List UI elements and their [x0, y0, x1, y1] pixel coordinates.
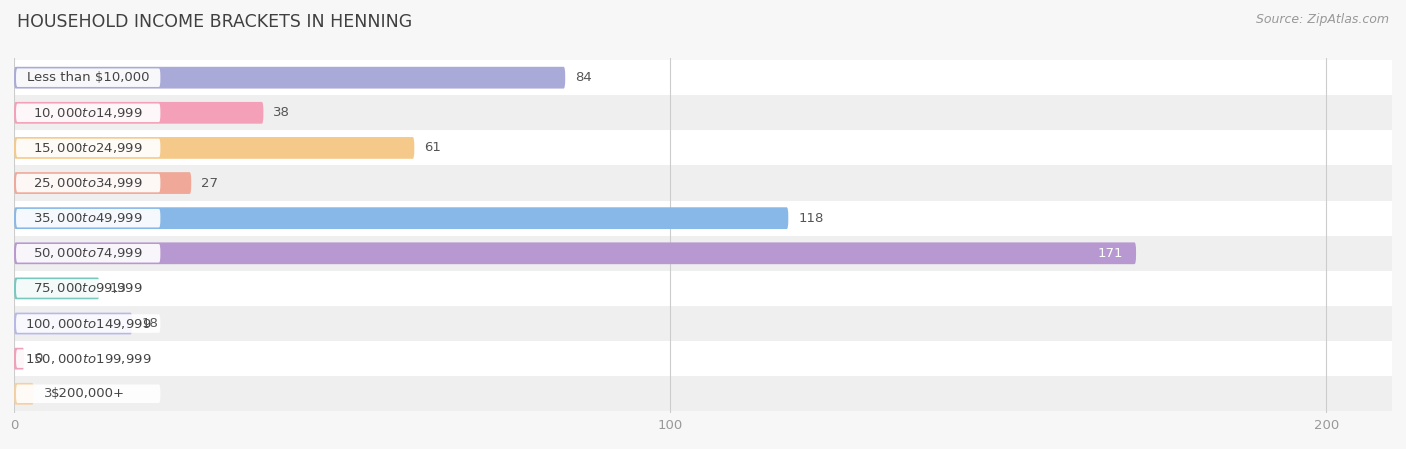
- FancyBboxPatch shape: [14, 383, 34, 405]
- Text: $50,000 to $74,999: $50,000 to $74,999: [34, 247, 143, 260]
- Text: 3: 3: [44, 387, 52, 400]
- Text: $35,000 to $49,999: $35,000 to $49,999: [34, 211, 143, 225]
- Text: $25,000 to $34,999: $25,000 to $34,999: [34, 176, 143, 190]
- Bar: [14, 376, 1392, 411]
- FancyBboxPatch shape: [14, 172, 191, 194]
- FancyBboxPatch shape: [15, 349, 160, 368]
- Text: $15,000 to $24,999: $15,000 to $24,999: [34, 141, 143, 155]
- FancyBboxPatch shape: [15, 244, 160, 263]
- FancyBboxPatch shape: [15, 139, 160, 157]
- FancyBboxPatch shape: [15, 384, 160, 403]
- FancyBboxPatch shape: [14, 67, 565, 88]
- FancyBboxPatch shape: [15, 279, 160, 298]
- Text: 27: 27: [201, 176, 218, 189]
- Text: $100,000 to $149,999: $100,000 to $149,999: [25, 317, 152, 330]
- Bar: [14, 166, 1392, 201]
- FancyBboxPatch shape: [14, 277, 100, 299]
- FancyBboxPatch shape: [14, 137, 415, 159]
- Text: 13: 13: [110, 282, 127, 295]
- FancyBboxPatch shape: [14, 313, 132, 335]
- Bar: [14, 236, 1392, 271]
- Bar: [14, 60, 1392, 95]
- Text: $75,000 to $99,999: $75,000 to $99,999: [34, 282, 143, 295]
- FancyBboxPatch shape: [15, 314, 160, 333]
- FancyBboxPatch shape: [15, 104, 160, 122]
- FancyBboxPatch shape: [15, 174, 160, 192]
- FancyBboxPatch shape: [14, 348, 24, 370]
- Text: 61: 61: [425, 141, 441, 154]
- Text: $150,000 to $199,999: $150,000 to $199,999: [25, 352, 152, 365]
- FancyBboxPatch shape: [14, 242, 1136, 264]
- Bar: [14, 341, 1392, 376]
- FancyBboxPatch shape: [15, 209, 160, 228]
- Text: 171: 171: [1098, 247, 1123, 260]
- Text: Less than $10,000: Less than $10,000: [27, 71, 149, 84]
- FancyBboxPatch shape: [14, 207, 789, 229]
- Bar: [14, 201, 1392, 236]
- Bar: [14, 130, 1392, 166]
- Bar: [14, 95, 1392, 130]
- Text: Source: ZipAtlas.com: Source: ZipAtlas.com: [1256, 13, 1389, 26]
- Bar: [14, 271, 1392, 306]
- Text: $10,000 to $14,999: $10,000 to $14,999: [34, 106, 143, 120]
- Text: $200,000+: $200,000+: [51, 387, 125, 400]
- FancyBboxPatch shape: [14, 102, 263, 123]
- Text: 38: 38: [273, 106, 290, 119]
- Text: 18: 18: [142, 317, 159, 330]
- Bar: [14, 306, 1392, 341]
- Text: 118: 118: [799, 211, 824, 224]
- Text: 0: 0: [34, 352, 42, 365]
- Text: HOUSEHOLD INCOME BRACKETS IN HENNING: HOUSEHOLD INCOME BRACKETS IN HENNING: [17, 13, 412, 31]
- FancyBboxPatch shape: [15, 68, 160, 87]
- Text: 84: 84: [575, 71, 592, 84]
